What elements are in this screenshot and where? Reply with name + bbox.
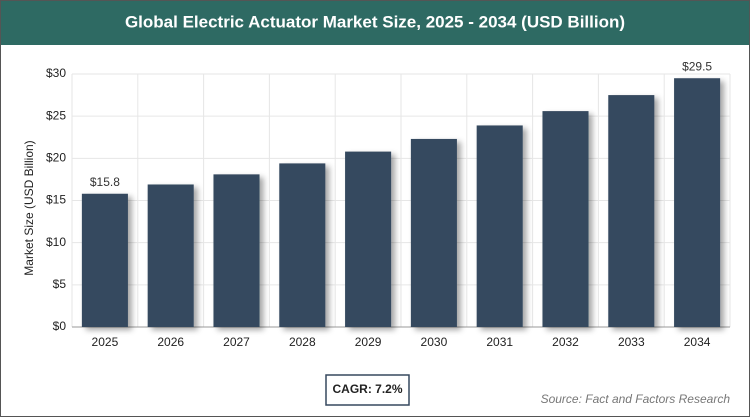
cagr-label: CAGR: 7.2% <box>332 382 402 396</box>
x-tick-label: 2025 <box>92 335 119 349</box>
y-tick-label: $5 <box>53 277 67 291</box>
y-tick-label: $20 <box>46 151 66 165</box>
bar <box>81 193 128 327</box>
x-tick-label: 2033 <box>618 335 645 349</box>
x-tick-label: 2030 <box>421 335 448 349</box>
bar <box>608 95 655 327</box>
x-tick-label: 2031 <box>486 335 513 349</box>
y-tick-label: $0 <box>53 319 67 333</box>
bar <box>542 111 589 328</box>
bar <box>213 174 260 327</box>
value-label: $15.8 <box>90 175 120 189</box>
x-tick-label: 2028 <box>289 335 316 349</box>
bar <box>674 78 721 327</box>
y-tick-label: $30 <box>46 66 66 80</box>
title-banner <box>1 1 749 45</box>
chart-title: Global Electric Actuator Market Size, 20… <box>125 12 625 31</box>
y-tick-label: $10 <box>46 235 66 249</box>
y-tick-label: $25 <box>46 108 66 122</box>
cagr-box <box>325 374 410 406</box>
x-tick-label: 2034 <box>684 335 711 349</box>
source-note: Source: Fact and Factors Research <box>541 392 731 406</box>
value-label: $29.5 <box>682 59 712 73</box>
bar <box>410 138 457 327</box>
x-tick-label: 2032 <box>552 335 579 349</box>
bar <box>147 184 194 327</box>
x-tick-label: 2026 <box>157 335 184 349</box>
x-tick-label: 2029 <box>355 335 382 349</box>
bar <box>279 163 326 327</box>
y-axis-label: Market Size (USD Billion) <box>22 140 36 275</box>
y-tick-label: $15 <box>46 193 66 207</box>
x-tick-label: 2027 <box>223 335 250 349</box>
bar <box>476 125 523 328</box>
bar <box>345 151 392 327</box>
